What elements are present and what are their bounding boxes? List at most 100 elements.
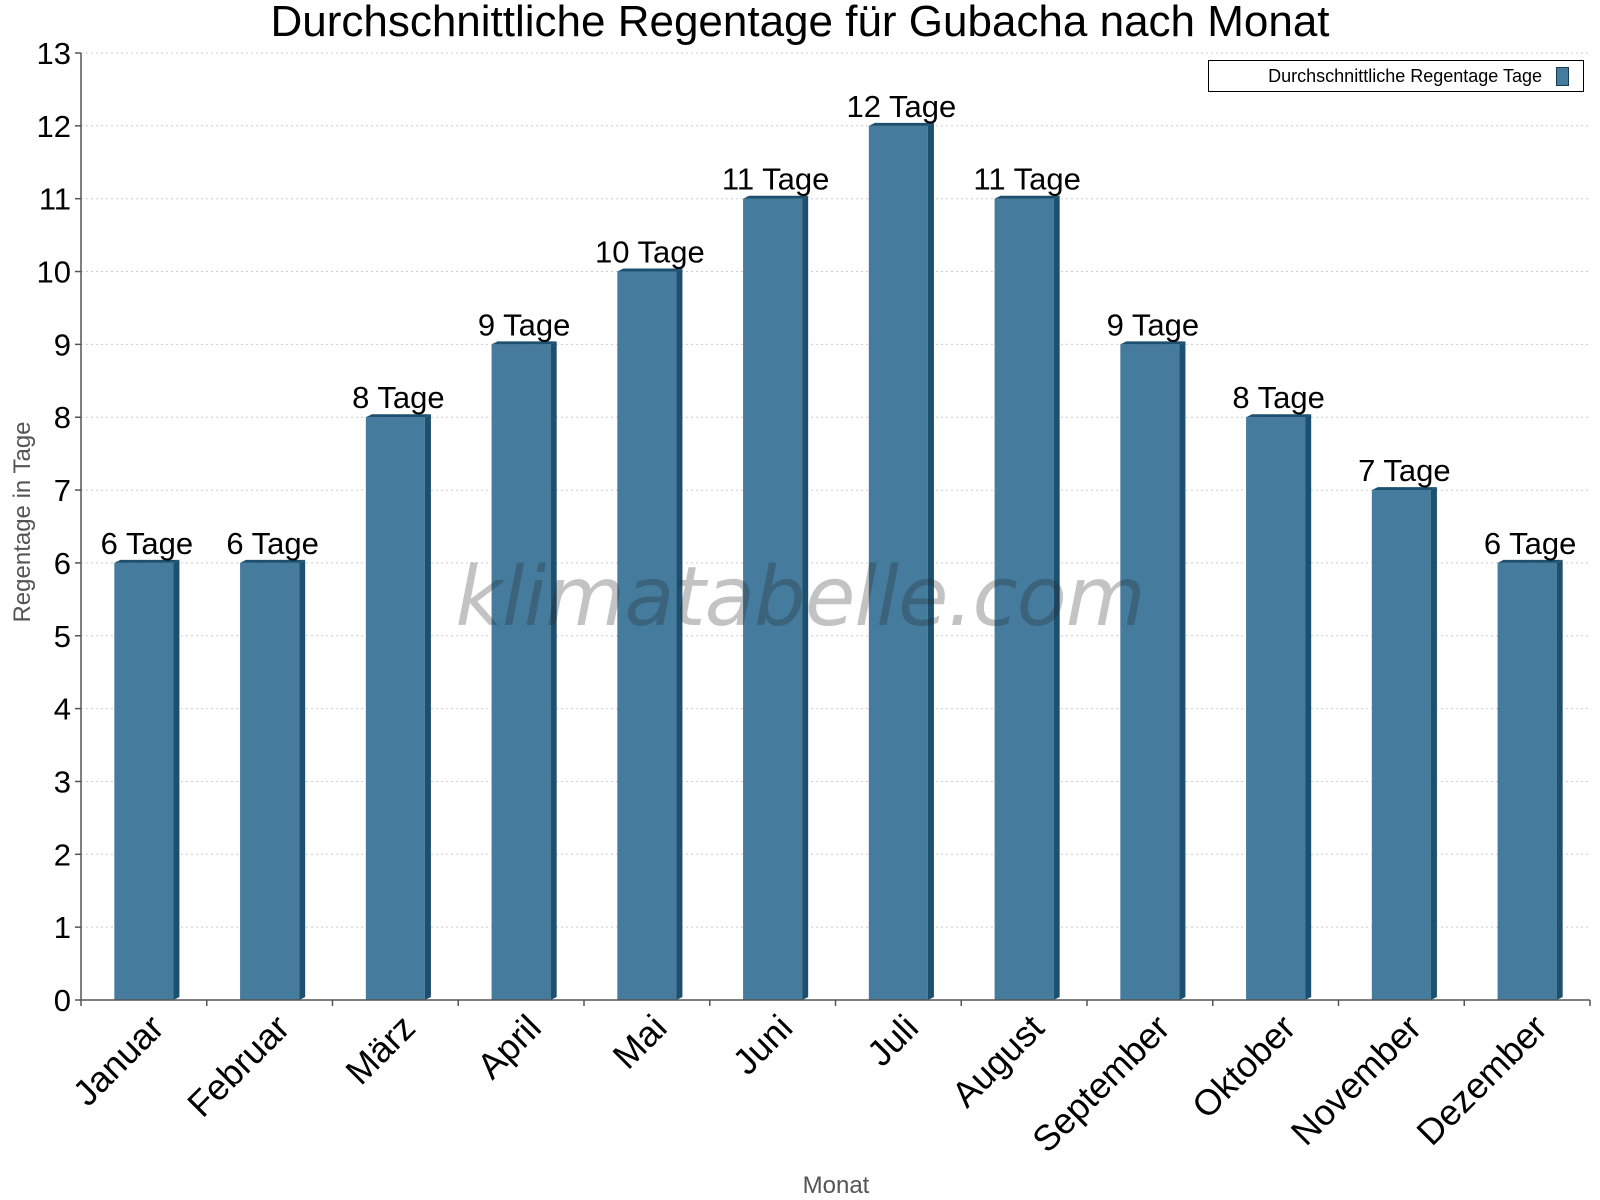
bar-side	[1430, 487, 1437, 1001]
bar-top	[868, 122, 934, 126]
bar	[1120, 341, 1186, 1000]
bar-side	[927, 122, 934, 1001]
data-label: 11 Tage	[973, 162, 1080, 197]
bar-top	[1371, 487, 1437, 491]
y-tick-label: 9	[54, 327, 71, 362]
bar-front	[1120, 344, 1180, 1000]
x-axis-title: Monat	[803, 1172, 870, 1199]
data-labels: 6 Tage 6 Tage 8 Tage 9 Tage 10 Tage 11 Tage 12…	[101, 89, 1577, 561]
y-tick-label: 0	[54, 983, 71, 1018]
x-tick-label: September	[1024, 1007, 1178, 1161]
y-tick-label: 6	[54, 546, 71, 581]
y-tick-label: 2	[54, 837, 71, 872]
bar-top	[240, 559, 306, 563]
axes	[75, 52, 1591, 1006]
bar-side	[550, 341, 557, 1000]
bar-front	[1497, 562, 1557, 1000]
bar-top	[1120, 341, 1186, 345]
bar-side	[1556, 559, 1563, 1000]
bar-top	[1246, 414, 1312, 418]
chart-title: Durchschnittliche Regentage für Gubacha …	[270, 0, 1329, 46]
bar-front	[240, 562, 300, 1000]
bar-top	[491, 341, 557, 345]
legend-label: Durchschnittliche Regentage Tage	[1268, 65, 1542, 86]
data-label: 8 Tage	[352, 380, 445, 415]
bar	[365, 414, 431, 1000]
bar-front	[868, 125, 928, 1001]
bar-side	[424, 414, 431, 1000]
bar-top	[743, 195, 809, 199]
bar	[994, 195, 1060, 1000]
x-tick-label: März	[337, 1007, 423, 1093]
y-tick-label: 12	[37, 109, 71, 144]
x-tick-label: August	[944, 1007, 1052, 1115]
x-tick-labels: Januar Februar März April Mai Juni Juli AugustS…	[65, 1007, 1555, 1161]
bar-side	[1305, 414, 1312, 1000]
y-axis-title: Regentage in Tage	[9, 421, 36, 622]
data-label: 10 Tage	[595, 235, 705, 270]
x-tick-label: April	[469, 1007, 549, 1087]
x-tick-label: Dezember	[1408, 1007, 1554, 1153]
data-label: 6 Tage	[226, 526, 319, 561]
bar	[114, 559, 180, 1000]
bar-side	[676, 268, 683, 1000]
legend-swatch	[1556, 66, 1569, 86]
y-tick-label: 1	[54, 910, 71, 945]
x-tick-label: Oktober	[1184, 1007, 1304, 1127]
data-label: 6 Tage	[101, 526, 194, 561]
y-tick-label: 7	[54, 473, 71, 508]
data-label: 6 Tage	[1484, 526, 1577, 561]
y-tick-label: 5	[54, 619, 71, 654]
y-tick-label: 10	[37, 255, 71, 290]
bar-top	[617, 268, 683, 272]
bar-top	[365, 414, 431, 418]
data-label: 12 Tage	[846, 89, 956, 124]
grid-lines	[81, 52, 1590, 928]
bars	[114, 122, 1563, 1001]
y-tick-label: 13	[37, 36, 71, 71]
bar	[240, 559, 306, 1000]
bar-front	[114, 562, 174, 1000]
bar-side	[1179, 341, 1186, 1000]
bar-front	[1246, 417, 1306, 1000]
legend: Durchschnittliche Regentage Tage	[1208, 60, 1584, 92]
bar	[617, 268, 683, 1000]
data-label: 11 Tage	[722, 162, 829, 197]
data-label: 9 Tage	[1107, 307, 1200, 342]
bar-front	[365, 417, 425, 1000]
bar	[1246, 414, 1312, 1000]
bar-front	[994, 198, 1054, 1000]
x-tick-label: Januar	[65, 1007, 172, 1114]
bar-front	[1371, 490, 1431, 1000]
bar-side	[173, 559, 180, 1000]
bar-top	[994, 195, 1060, 199]
bar	[868, 122, 934, 1001]
x-tick-label: Mai	[605, 1007, 675, 1077]
x-tick-label: Februar	[179, 1007, 297, 1125]
bar	[1371, 487, 1437, 1001]
bar	[1497, 559, 1563, 1000]
bar-front	[743, 198, 803, 1000]
y-tick-label: 8	[54, 400, 71, 435]
bar-side	[299, 559, 306, 1000]
x-tick-label: November	[1283, 1007, 1429, 1153]
bar-top	[1497, 559, 1563, 563]
bar-front	[617, 271, 677, 1000]
data-label: 7 Tage	[1358, 453, 1451, 488]
x-tick-label: Juni	[725, 1007, 801, 1083]
bar	[491, 341, 557, 1000]
data-label: 9 Tage	[478, 307, 571, 342]
bar-top	[114, 559, 180, 563]
bar-side	[1053, 195, 1060, 1000]
bar-front	[491, 344, 551, 1000]
x-tick-label: Juli	[859, 1007, 926, 1074]
y-tick-label: 3	[54, 764, 71, 799]
bar	[743, 195, 809, 1000]
y-tick-label: 4	[54, 692, 71, 727]
data-label: 8 Tage	[1232, 380, 1325, 415]
y-tick-label: 11	[39, 182, 71, 217]
bar-side	[802, 195, 809, 1000]
